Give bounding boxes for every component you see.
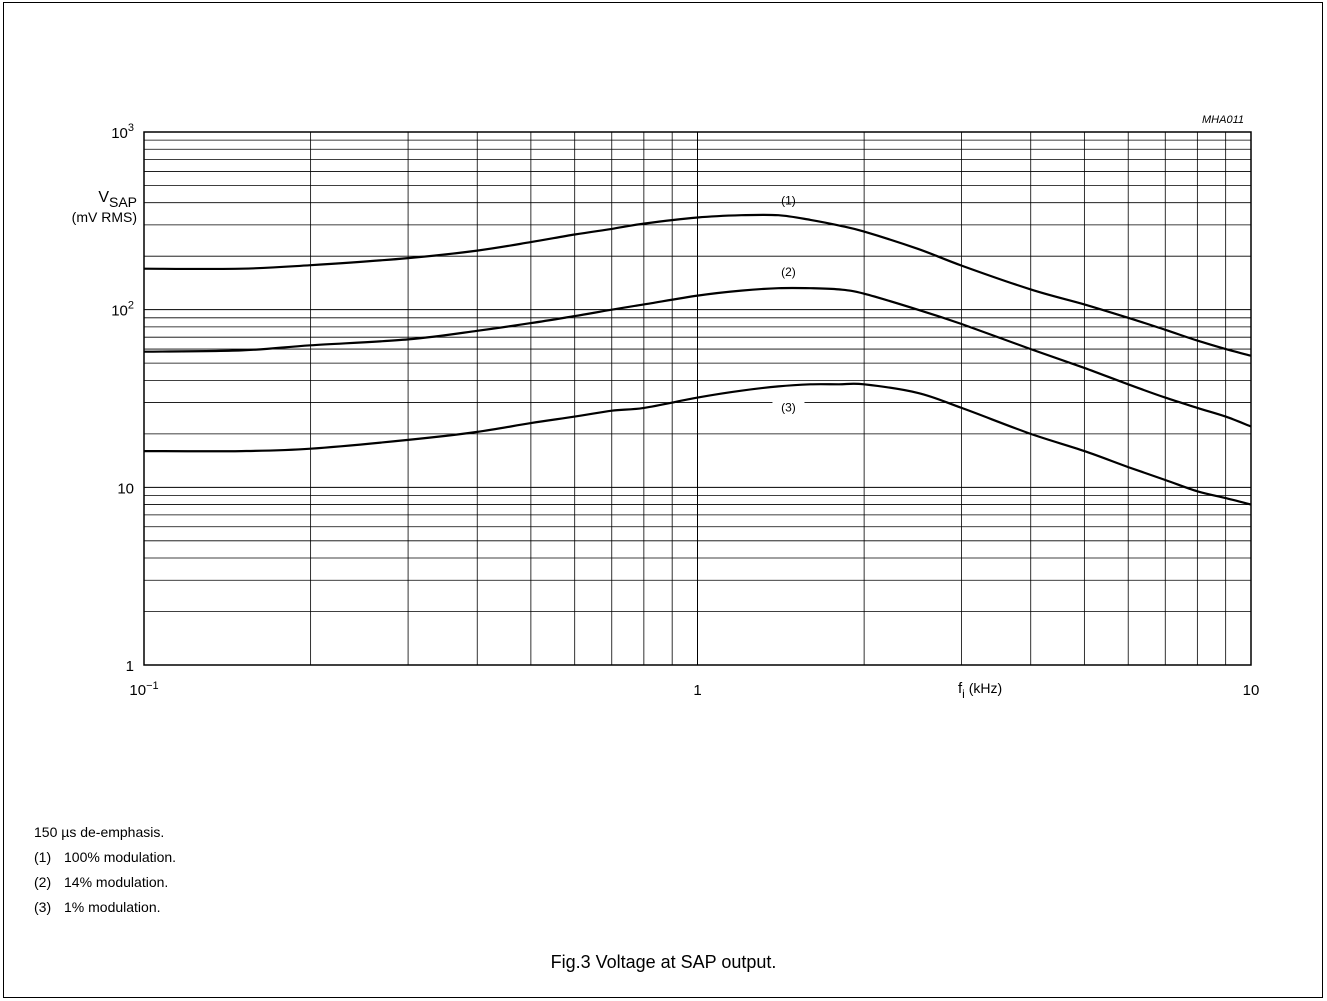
note-marker: (2): [34, 874, 52, 890]
figure-id: MHA011: [1202, 114, 1244, 126]
figure-notes: 150 µs de-emphasis. (1) 100% modulation. …: [34, 820, 176, 920]
note-intro: 150 µs de-emphasis.: [34, 824, 165, 840]
note-text: 1% modulation.: [64, 899, 161, 915]
series-1-curve: [143, 213, 1252, 357]
series-3-curve: [143, 382, 1252, 506]
y-axis-label-main: V: [98, 189, 109, 206]
tick-labels: 10−1 1 10 1 10 102 103: [111, 122, 1259, 699]
x-axis-label: fi (kHz): [958, 680, 1002, 701]
x-axis-label-main: f: [958, 680, 963, 697]
note-item-1: (1) 100% modulation.: [34, 845, 176, 870]
y-axis-label: VSAP: [98, 189, 137, 210]
figure-frame: [3, 2, 1323, 998]
plot-border: [143, 131, 1252, 666]
curve-labels: (1) (2) (3): [772, 194, 805, 416]
series-1-label: (1): [781, 194, 796, 208]
note-text: 100% modulation.: [64, 849, 177, 865]
figure-caption: Fig.3 Voltage at SAP output.: [550, 952, 777, 972]
grid-lines: [144, 132, 1251, 665]
note-marker: (1): [34, 849, 52, 865]
x-tick-label: 1: [693, 682, 701, 699]
series-3-label-bg: [772, 400, 805, 416]
y-tick-label: 10: [117, 480, 134, 497]
y-tick-label: 103: [111, 122, 134, 142]
series-3-label: (3): [781, 401, 796, 415]
note-text: 14% modulation.: [64, 874, 169, 890]
y-axis-unit: (mV RMS): [72, 209, 137, 225]
x-axis-label-sub: i: [962, 687, 965, 701]
note-item-2: (2) 14% modulation.: [34, 870, 176, 895]
note-marker: (3): [34, 899, 52, 915]
series-2-label: (2): [781, 265, 796, 279]
series-2-curve: [143, 286, 1252, 428]
y-tick-label: 102: [111, 300, 134, 320]
x-axis-label-unit: (kHz): [965, 680, 1002, 696]
curves: [143, 213, 1252, 506]
y-axis-label-sub: SAP: [109, 194, 137, 210]
note-item-3: (3) 1% modulation.: [34, 895, 176, 920]
x-tick-label: 10−1: [129, 680, 158, 699]
y-tick-label: 1: [126, 658, 134, 675]
x-tick-label: 10: [1243, 682, 1260, 699]
